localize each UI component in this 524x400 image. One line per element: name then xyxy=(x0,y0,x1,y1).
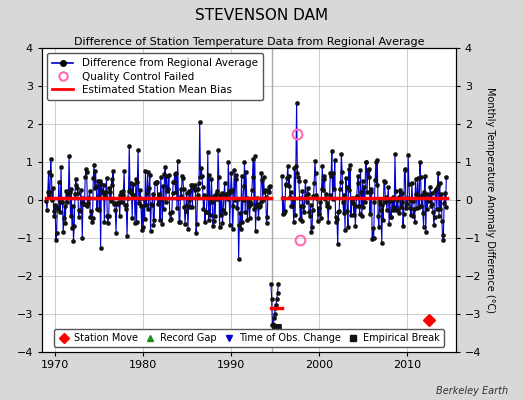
Y-axis label: Monthly Temperature Anomaly Difference (°C): Monthly Temperature Anomaly Difference (… xyxy=(485,87,495,313)
Text: STEVENSON DAM: STEVENSON DAM xyxy=(195,8,329,23)
Legend: Station Move, Record Gap, Time of Obs. Change, Empirical Break: Station Move, Record Gap, Time of Obs. C… xyxy=(54,329,444,347)
Title: Difference of Station Temperature Data from Regional Average: Difference of Station Temperature Data f… xyxy=(74,37,424,47)
Text: Berkeley Earth: Berkeley Earth xyxy=(436,386,508,396)
